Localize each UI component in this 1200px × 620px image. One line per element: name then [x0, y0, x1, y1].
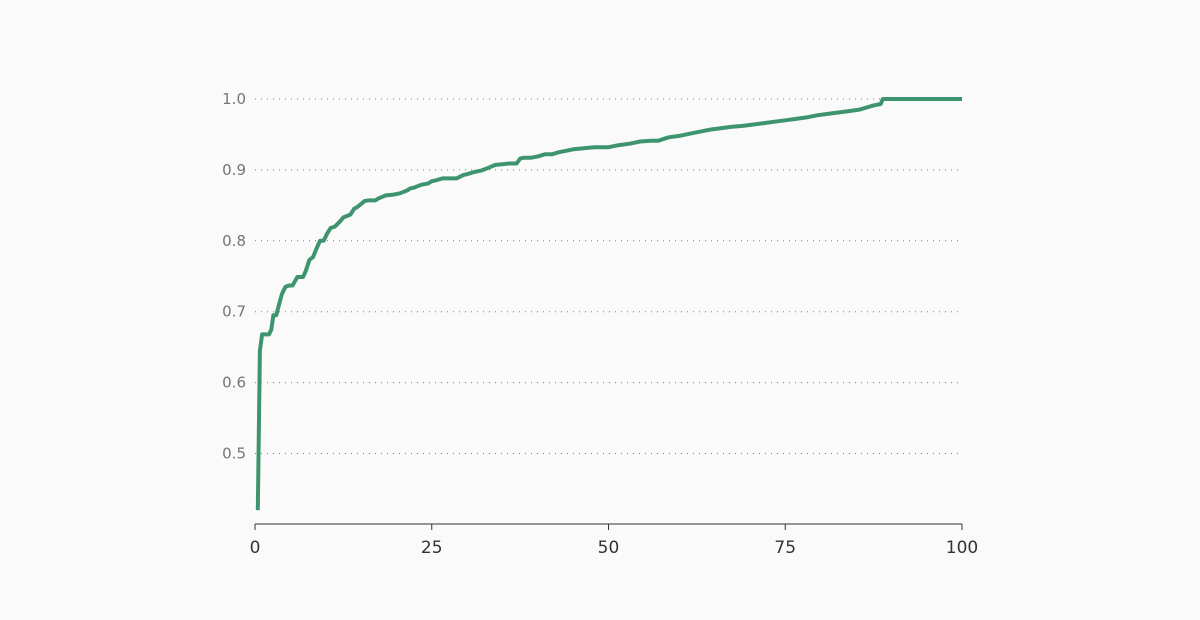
y-tick-label: 1.0 — [222, 90, 246, 108]
x-tick-label: 0 — [250, 538, 261, 558]
y-tick-label: 0.7 — [222, 303, 246, 321]
y-tick-label: 0.8 — [222, 232, 246, 250]
series-line-0 — [255, 97, 962, 511]
series-layer — [255, 97, 962, 511]
x-tick-label: 25 — [421, 538, 443, 558]
y-tick-label: 0.9 — [222, 161, 246, 179]
x-tick-label: 100 — [946, 538, 978, 558]
y-axis-tick-labels: 0.5 0.6 0.7 0.8 0.9 1.0 — [222, 90, 246, 463]
y-tick-label: 0.6 — [222, 374, 246, 392]
x-tick-label: 75 — [774, 538, 796, 558]
gridlines — [255, 98, 962, 454]
x-tick-label: 50 — [598, 538, 620, 558]
y-tick-label: 0.5 — [222, 445, 246, 463]
x-axis: 0 25 50 75 100 — [250, 523, 978, 558]
